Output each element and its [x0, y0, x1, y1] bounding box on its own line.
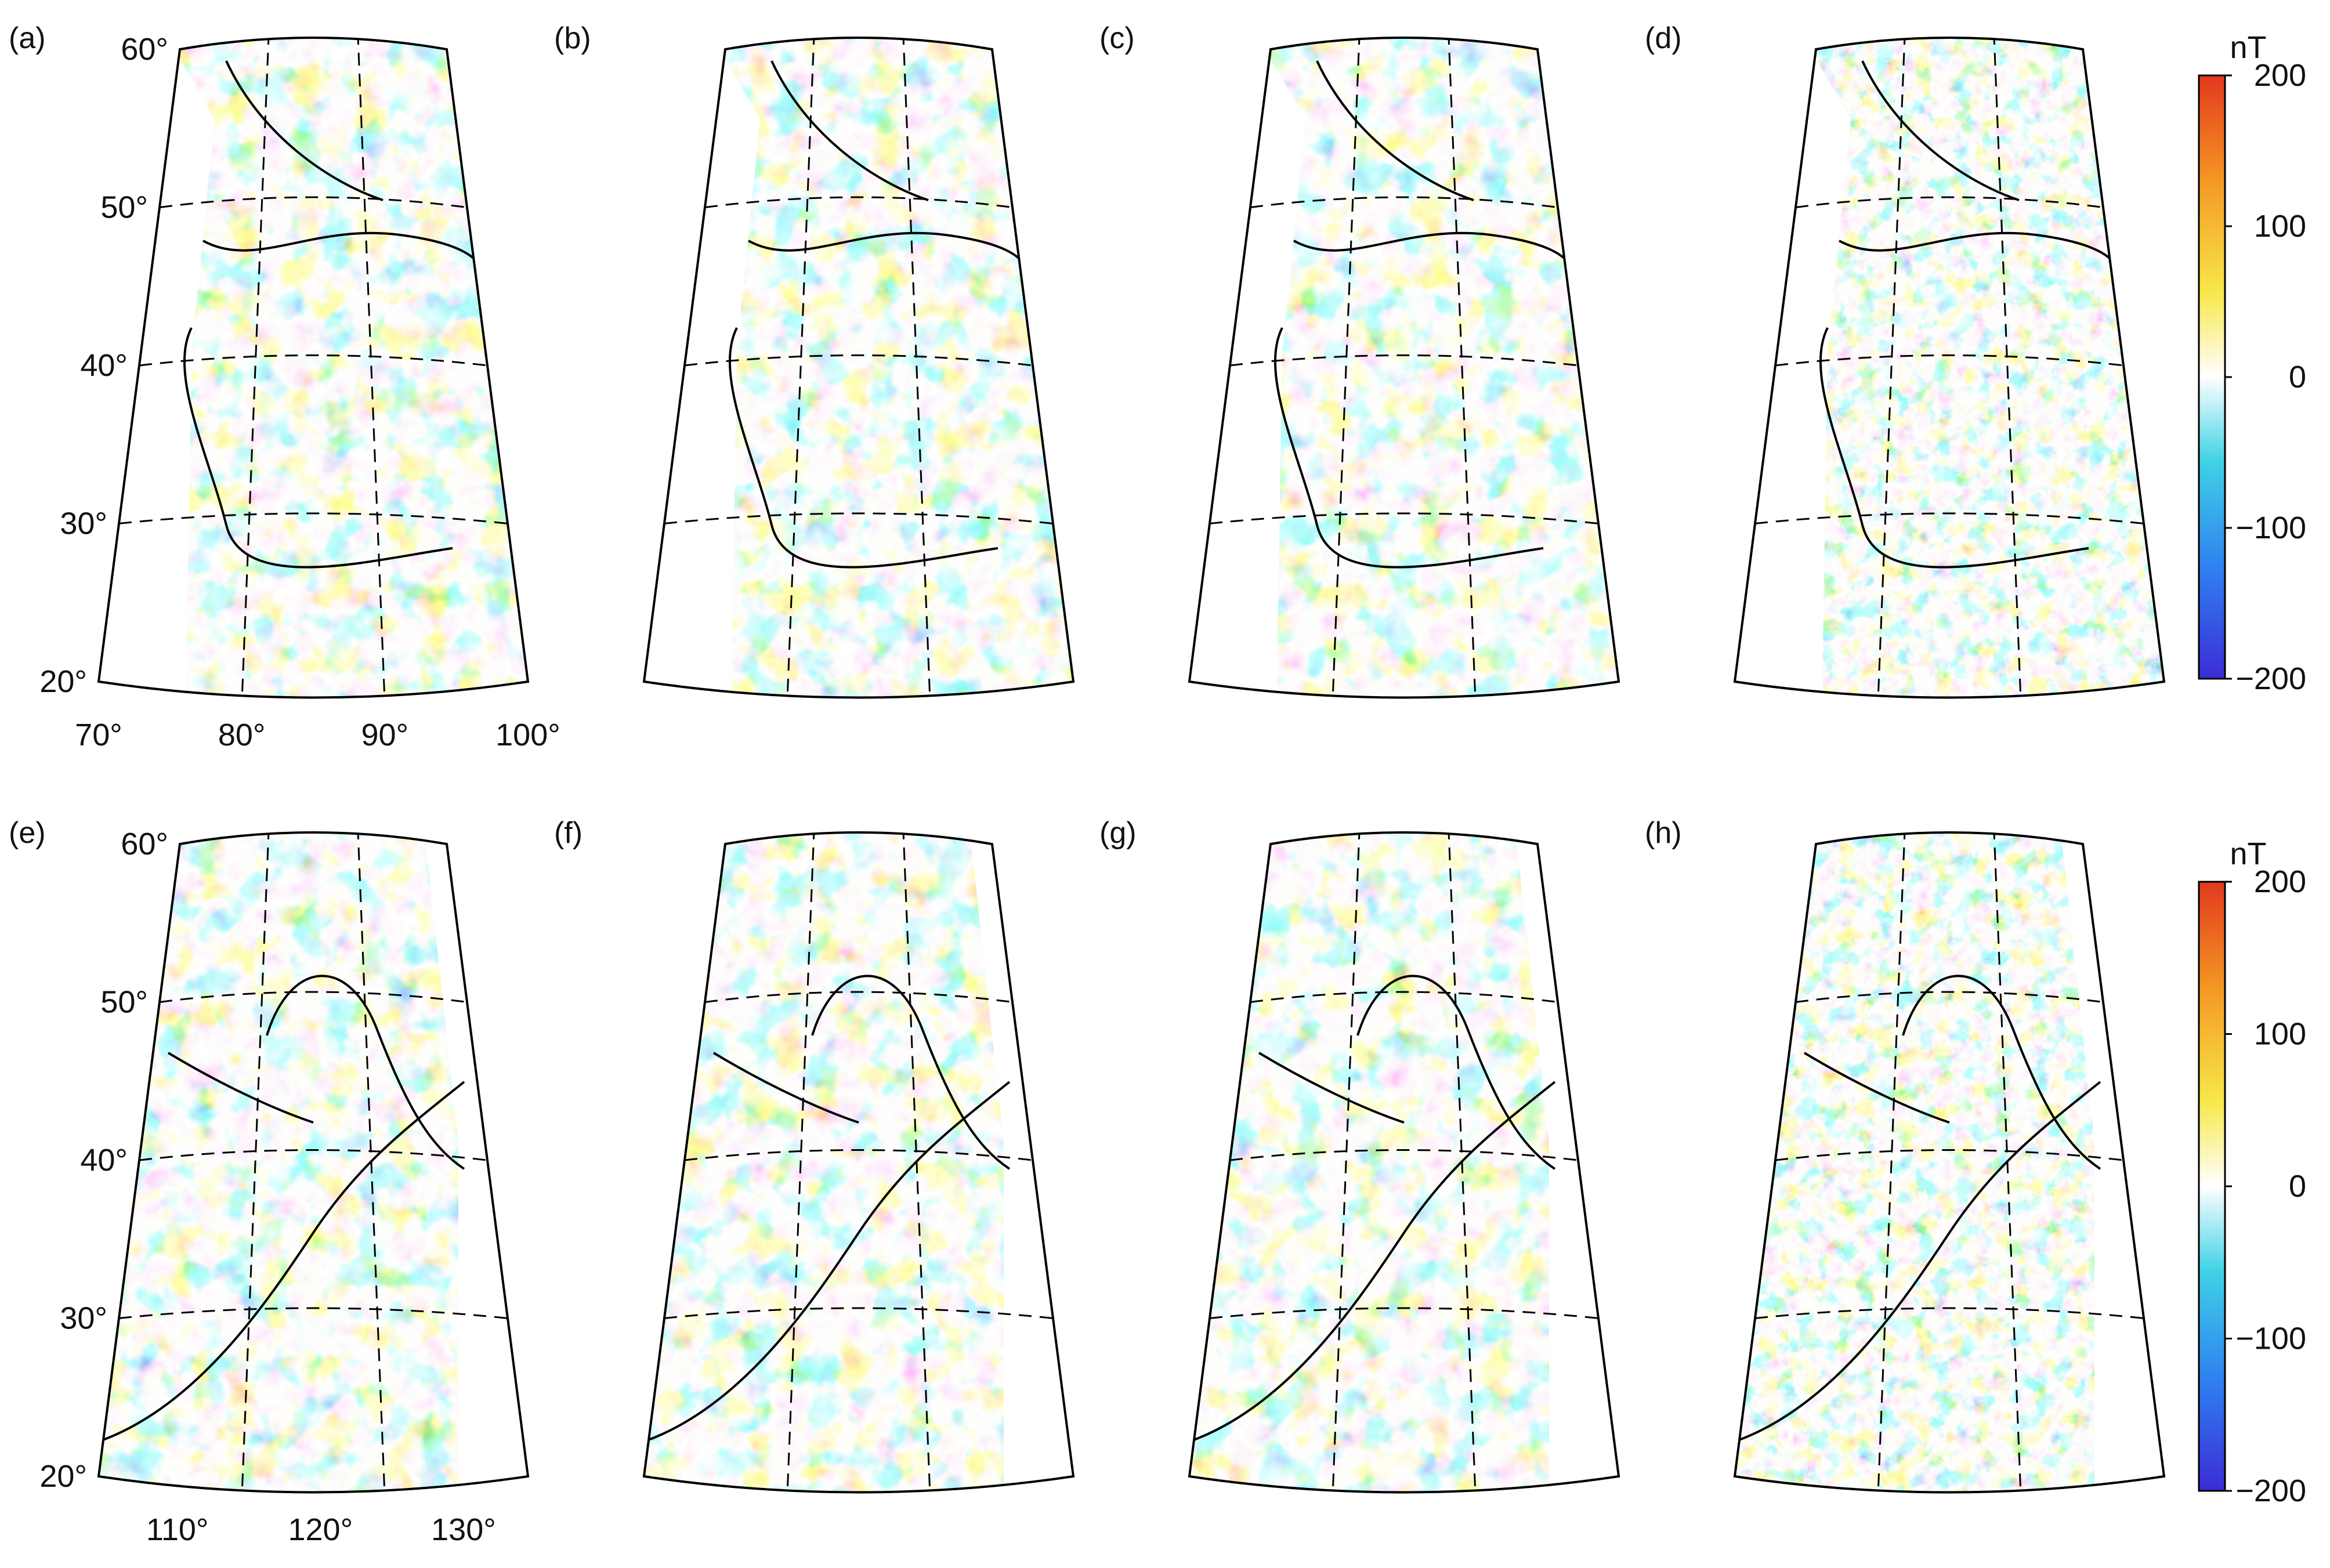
lon-tick-label: 100° — [495, 718, 560, 752]
map-frame — [97, 831, 530, 1494]
lat-tick-label: 60° — [121, 827, 168, 861]
panel-label: (h) — [1645, 816, 1682, 850]
colorbar-tick-label: −100 — [2235, 1321, 2306, 1356]
lat-tick-label: 20° — [39, 1459, 87, 1494]
colorbar-unit: nT — [2230, 836, 2266, 871]
colorbar-tick-label: −200 — [2235, 661, 2306, 696]
map-panel: (a) 60° 50° 40° 30° 20° 70° 80° 90° 100° — [9, 21, 560, 752]
coastlines — [644, 975, 1011, 1443]
graticule — [664, 38, 1054, 698]
colorbar-gradient — [2198, 881, 2226, 1492]
map-frame — [1733, 37, 2166, 699]
colorbar-tick-label: 200 — [2254, 58, 2306, 93]
anomaly-field — [99, 38, 528, 698]
map-frame — [642, 831, 1075, 1494]
colorbar-unit: nT — [2230, 30, 2266, 65]
map-panel: (c) — [1099, 21, 1620, 699]
lon-tick-label: 110° — [146, 1512, 209, 1547]
colorbar-tick-label: −200 — [2235, 1473, 2306, 1508]
graticule — [1209, 832, 1599, 1493]
graticule — [664, 832, 1054, 1493]
lon-tick-label: 130° — [431, 1512, 496, 1547]
lat-tick-label: 30° — [60, 1301, 107, 1336]
lat-tick-label: 60° — [121, 32, 168, 67]
colorbar-tick-label: 100 — [2254, 1017, 2306, 1052]
panel-label: (b) — [554, 21, 591, 55]
coastlines — [1189, 975, 1556, 1443]
map-panel: (e) 60° 50° 40° 30° 20° 110° 120° 130° — [9, 816, 530, 1547]
map-panel: (f) — [554, 816, 1075, 1494]
panel-label: (a) — [9, 21, 46, 55]
coastlines — [99, 975, 465, 1443]
panel-label: (f) — [554, 816, 582, 850]
lon-tick-label: 120° — [288, 1512, 353, 1547]
map-panel: (h) — [1645, 816, 2166, 1494]
anomaly-field — [1735, 38, 2164, 698]
graticule — [118, 832, 508, 1493]
lon-tick-label: 90° — [361, 718, 408, 752]
lat-tick-label: 40° — [80, 1143, 128, 1178]
map-frame — [1188, 37, 1620, 699]
graticule — [1754, 832, 2144, 1493]
map-panels: (a) 60° 50° 40° 30° 20° 70° 80° 90° 100° (b) (c) (d)… — [9, 21, 2166, 1547]
anomaly-field — [1189, 38, 1619, 698]
graticule — [118, 38, 508, 698]
lat-tick-label: 30° — [60, 506, 107, 541]
coastlines — [1735, 975, 2101, 1443]
lat-tick-label: 40° — [80, 348, 128, 383]
anomaly-field — [644, 38, 1073, 698]
lat-tick-label: 50° — [100, 985, 148, 1020]
lat-tick-label: 20° — [39, 664, 87, 699]
colorbar-tick-label: 0 — [2289, 360, 2306, 394]
map-frame — [97, 37, 530, 699]
graticule — [1209, 38, 1599, 698]
map-frame — [1188, 831, 1620, 1494]
panel-label: (g) — [1099, 816, 1137, 850]
colorbar-gradient — [2198, 74, 2226, 680]
colorbar-tick-label: 0 — [2289, 1169, 2306, 1204]
colorbar-tick-label: −100 — [2235, 510, 2306, 545]
lon-tick-label: 70° — [75, 718, 122, 752]
panel-label: (d) — [1645, 21, 1682, 55]
colorbar-tick-label: 100 — [2254, 209, 2306, 244]
map-frame — [642, 37, 1075, 699]
map-frame — [1733, 831, 2166, 1494]
map-panel: (g) — [1099, 816, 1620, 1494]
map-panel: (b) — [554, 21, 1075, 699]
colorbar-tick-label: 200 — [2254, 864, 2306, 899]
panel-label: (c) — [1099, 21, 1135, 55]
map-panel: (d) — [1645, 21, 2166, 699]
lat-tick-label: 50° — [100, 190, 148, 225]
panel-label: (e) — [9, 816, 46, 850]
lon-tick-label: 80° — [218, 718, 266, 752]
graticule — [1754, 38, 2144, 698]
